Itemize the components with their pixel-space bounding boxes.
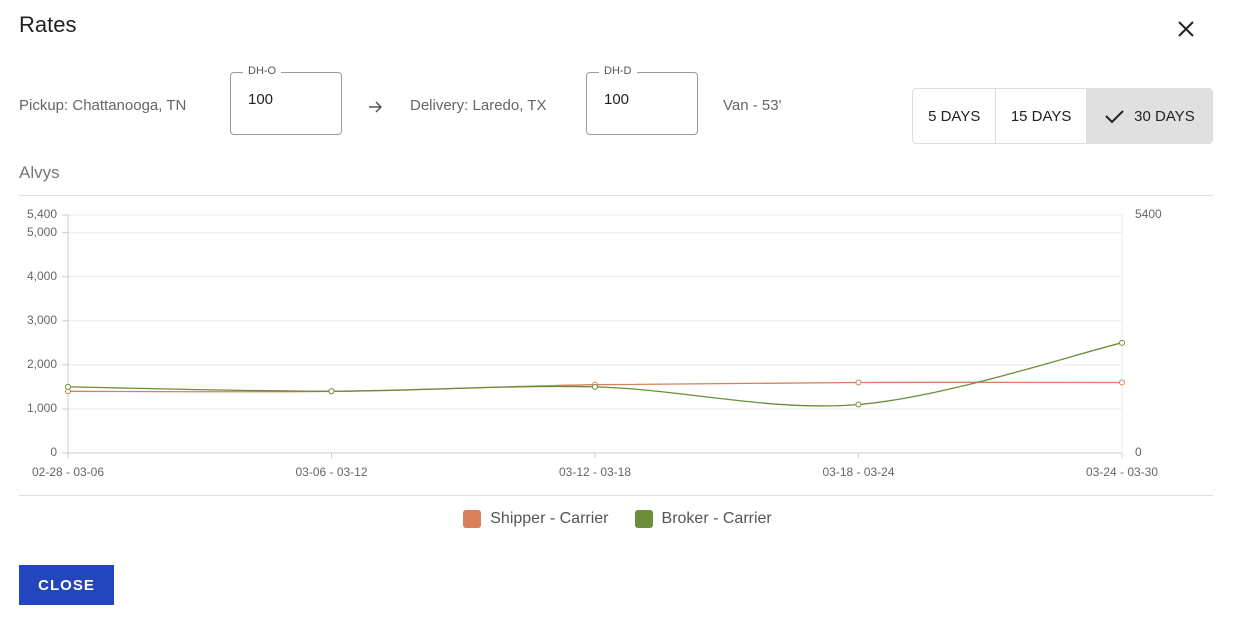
y2-tick-label: 0: [1135, 445, 1142, 459]
input-label: DH-O: [243, 65, 282, 77]
input-value: 100: [248, 91, 274, 108]
range-option-label: 30 DAYS: [1134, 107, 1195, 125]
data-point: [855, 379, 862, 386]
y-tick-label: 4,000: [27, 269, 57, 283]
divider: [19, 495, 1213, 496]
range-option-label: 5 DAYS: [928, 107, 981, 125]
dh-d-input[interactable]: DH-D 100: [586, 65, 698, 135]
x-tick-label: 03-06 - 03-12: [295, 465, 367, 479]
x-tick-label: 03-18 - 03-24: [822, 465, 894, 479]
close-icon[interactable]: [1176, 19, 1196, 39]
equipment: Van - 53': [723, 97, 782, 114]
legend: Shipper - Carrier Broker - Carrier: [0, 510, 1235, 528]
close-button[interactable]: CLOSE: [19, 565, 114, 605]
data-point: [65, 383, 71, 390]
y-tick-label: 5,000: [27, 225, 57, 239]
y-tick-label: 5,400: [27, 207, 57, 221]
pickup: Pickup: Chattanooga, TN: [19, 97, 187, 114]
series-line: [67, 342, 1123, 407]
section-title: Alvys: [19, 163, 60, 182]
input-value: 100: [604, 91, 630, 108]
legend-swatch: [463, 510, 482, 528]
y-tick-label: 1,000: [27, 401, 57, 415]
y2-tick-label: 5400: [1135, 207, 1162, 221]
data-point: [328, 388, 335, 395]
legend-item[interactable]: Shipper - Carrier: [463, 510, 609, 528]
data-point: [1119, 379, 1125, 386]
x-tick-label: 03-12 - 03-18: [559, 465, 631, 479]
legend-item[interactable]: Broker - Carrier: [634, 510, 772, 528]
y-tick-label: 3,000: [27, 313, 57, 327]
range-option[interactable]: 5 DAYS: [913, 89, 997, 143]
range-option[interactable]: 15 DAYS: [996, 89, 1087, 143]
data-point: [1119, 339, 1125, 346]
x-tick-label: 02-28 - 03-06: [32, 465, 104, 479]
data-point: [855, 401, 862, 408]
y-tick-label: 2,000: [27, 357, 57, 371]
data-point: [592, 383, 598, 390]
range-option[interactable]: 30 DAYS: [1086, 89, 1212, 143]
chart: 0 1,000 2,000 3,000 4,000 5,000 5,400 0 5400 02-2…: [27, 207, 1162, 479]
check-icon: [1105, 110, 1124, 124]
y-tick-label: 0: [50, 445, 57, 459]
dh-o-input[interactable]: DH-O 100: [230, 65, 342, 135]
legend-swatch: [634, 510, 653, 528]
arrow-icon: [369, 101, 383, 113]
divider: [19, 195, 1213, 196]
dialog-title: Rates: [19, 12, 77, 37]
input-label: DH-D: [599, 65, 637, 77]
range-toggle: 5 DAYS 15 DAYS 30 DAYS: [912, 88, 1213, 144]
delivery: Delivery: Laredo, TX: [410, 97, 547, 114]
legend-label: Broker - Carrier: [661, 510, 772, 527]
range-option-label: 15 DAYS: [1010, 107, 1072, 125]
legend-label: Shipper - Carrier: [490, 510, 609, 527]
x-tick-label: 03-24 - 03-30: [1086, 465, 1158, 479]
